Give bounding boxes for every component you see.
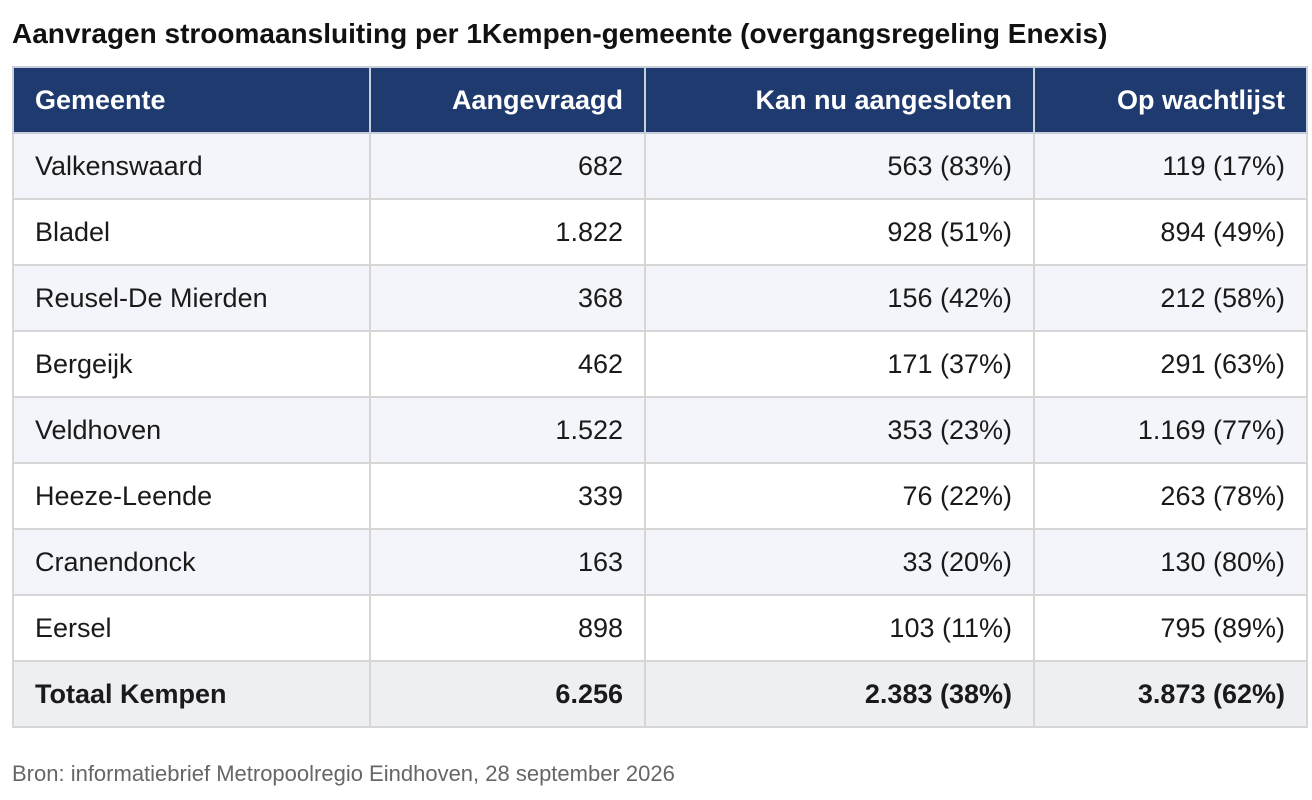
cell-gemeente: Veldhoven (12, 396, 371, 464)
table-row: Bladel 1.822 928 (51%) 894 (49%) (12, 198, 1308, 266)
table-header: Gemeente Aangevraagd Kan nu aangesloten … (12, 66, 1308, 134)
table-row: Veldhoven 1.522 353 (23%) 1.169 (77%) (12, 396, 1308, 464)
cell-aangevraagd: 339 (369, 462, 646, 530)
cell-aangesloten: 171 (37%) (644, 330, 1035, 398)
header-row: Gemeente Aangevraagd Kan nu aangesloten … (12, 66, 1308, 134)
cell-aangevraagd: 898 (369, 594, 646, 662)
total-aangesloten: 2.383 (38%) (644, 660, 1035, 728)
cell-aangevraagd: 462 (369, 330, 646, 398)
data-table: Gemeente Aangevraagd Kan nu aangesloten … (12, 66, 1308, 728)
table-row: Valkenswaard 682 563 (83%) 119 (17%) (12, 132, 1308, 200)
total-label: Totaal Kempen (12, 660, 371, 728)
table-row: Reusel-De Mierden 368 156 (42%) 212 (58%… (12, 264, 1308, 332)
cell-gemeente: Valkenswaard (12, 132, 371, 200)
cell-aangesloten: 76 (22%) (644, 462, 1035, 530)
cell-wachtlijst: 795 (89%) (1033, 594, 1308, 662)
table-row: Heeze-Leende 339 76 (22%) 263 (78%) (12, 462, 1308, 530)
total-wachtlijst: 3.873 (62%) (1033, 660, 1308, 728)
table-row: Bergeijk 462 171 (37%) 291 (63%) (12, 330, 1308, 398)
total-aangevraagd: 6.256 (369, 660, 646, 728)
cell-aangesloten: 928 (51%) (644, 198, 1035, 266)
cell-aangesloten: 103 (11%) (644, 594, 1035, 662)
table-row: Eersel 898 103 (11%) 795 (89%) (12, 594, 1308, 662)
cell-wachtlijst: 119 (17%) (1033, 132, 1308, 200)
cell-aangesloten: 33 (20%) (644, 528, 1035, 596)
cell-wachtlijst: 894 (49%) (1033, 198, 1308, 266)
cell-aangesloten: 156 (42%) (644, 264, 1035, 332)
cell-wachtlijst: 130 (80%) (1033, 528, 1308, 596)
cell-aangevraagd: 682 (369, 132, 646, 200)
source-note: Bron: informatiebrief Metropoolregio Ein… (12, 761, 675, 786)
page-title: Aanvragen stroomaansluiting per 1Kempen-… (12, 18, 1108, 49)
cell-aangevraagd: 368 (369, 264, 646, 332)
cell-gemeente: Bergeijk (12, 330, 371, 398)
cell-aangesloten: 563 (83%) (644, 132, 1035, 200)
cell-gemeente: Cranendonck (12, 528, 371, 596)
table-row: Cranendonck 163 33 (20%) 130 (80%) (12, 528, 1308, 596)
cell-wachtlijst: 1.169 (77%) (1033, 396, 1308, 464)
cell-aangevraagd: 1.522 (369, 396, 646, 464)
table-body: Valkenswaard 682 563 (83%) 119 (17%) Bla… (12, 132, 1308, 728)
cell-wachtlijst: 212 (58%) (1033, 264, 1308, 332)
column-header-aangevraagd: Aangevraagd (369, 66, 646, 134)
cell-aangevraagd: 1.822 (369, 198, 646, 266)
cell-gemeente: Reusel-De Mierden (12, 264, 371, 332)
cell-wachtlijst: 291 (63%) (1033, 330, 1308, 398)
column-header-wachtlijst: Op wachtlijst (1033, 66, 1308, 134)
total-row: Totaal Kempen 6.256 2.383 (38%) 3.873 (6… (12, 660, 1308, 728)
column-header-aangesloten: Kan nu aangesloten (644, 66, 1035, 134)
cell-gemeente: Eersel (12, 594, 371, 662)
cell-aangevraagd: 163 (369, 528, 646, 596)
cell-gemeente: Heeze-Leende (12, 462, 371, 530)
cell-wachtlijst: 263 (78%) (1033, 462, 1308, 530)
column-header-gemeente: Gemeente (12, 66, 371, 134)
cell-gemeente: Bladel (12, 198, 371, 266)
cell-aangesloten: 353 (23%) (644, 396, 1035, 464)
